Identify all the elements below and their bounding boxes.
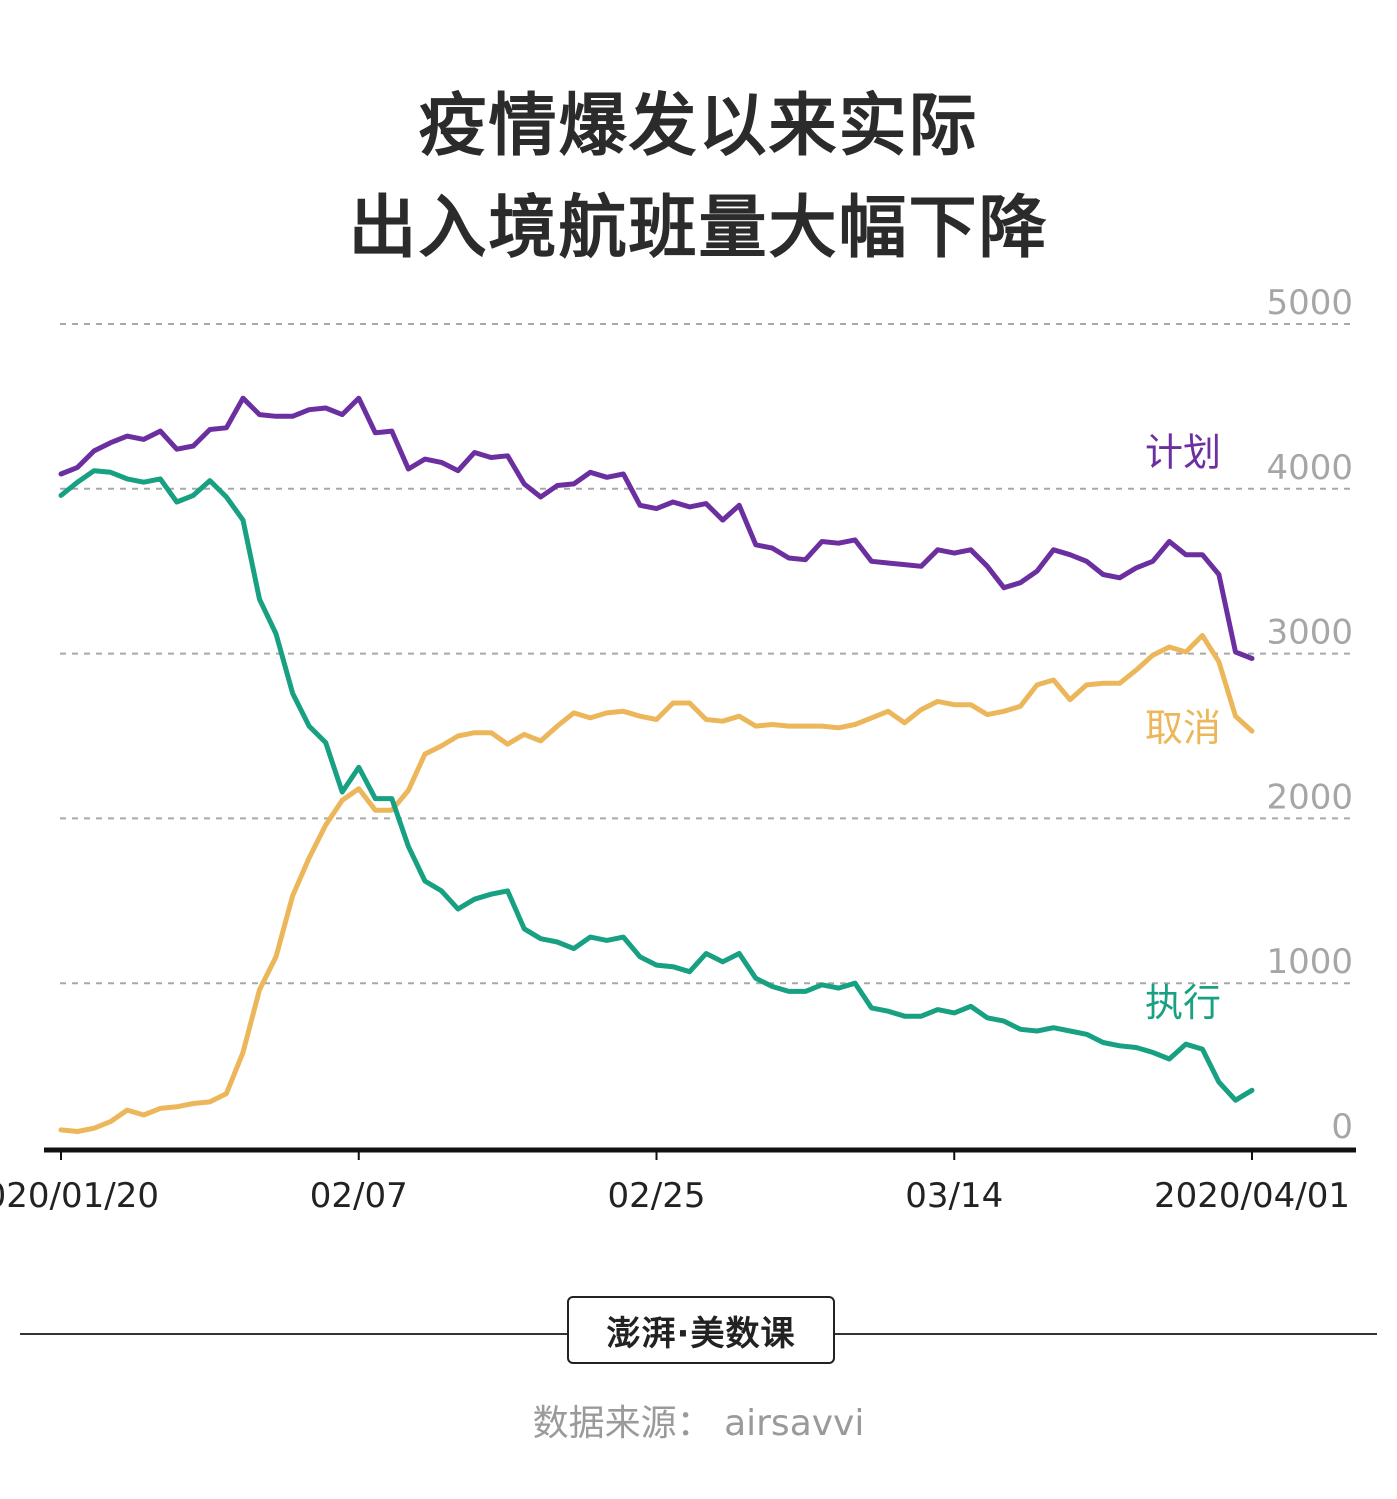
series-label-取消: 取消 [1145,706,1221,750]
y-axis-tick-labels: 0 1000 2000 3000 4000 5000 [1266,283,1353,1147]
chart-title-line1: 疫情爆发以来实际 [418,87,979,166]
y-tick-label: 2000 [1266,777,1353,817]
series-lines [58,395,1255,1134]
y-tick-label: 3000 [1266,613,1353,653]
x-tick-label: 2020/01/20 [0,1176,159,1216]
grid-lines [60,323,1356,985]
footer-rule-right [835,1333,1377,1335]
series-line-执行 [58,468,1255,1103]
y-tick-label: 5000 [1266,283,1353,323]
series-label-执行: 执行 [1145,981,1221,1025]
x-tick-label: 02/07 [310,1176,408,1216]
x-tick-label: 03/14 [905,1176,1003,1216]
x-tick-label: 2020/04/01 [1154,1176,1350,1216]
y-tick-label: 1000 [1266,942,1353,982]
data-source: 数据来源： airsavvi [532,1403,865,1444]
publisher-logo: 澎湃·美数课 [567,1296,835,1364]
series-line-取消 [58,633,1255,1134]
series-label-计划: 计划 [1145,431,1221,475]
y-tick-label: 4000 [1266,448,1353,488]
logo-text: 澎湃·美数课 [606,1313,796,1354]
y-tick-label: 0 [1331,1107,1353,1147]
chart-title-line2: 出入境航班量大幅下降 [348,189,1049,268]
footer-rule-left [20,1333,567,1335]
series-line-计划 [58,395,1255,661]
x-axis-ticks: 2020/01/20 02/07 02/25 03/14 2020/04/01 [0,1150,1350,1216]
x-tick-label: 02/25 [608,1176,706,1216]
